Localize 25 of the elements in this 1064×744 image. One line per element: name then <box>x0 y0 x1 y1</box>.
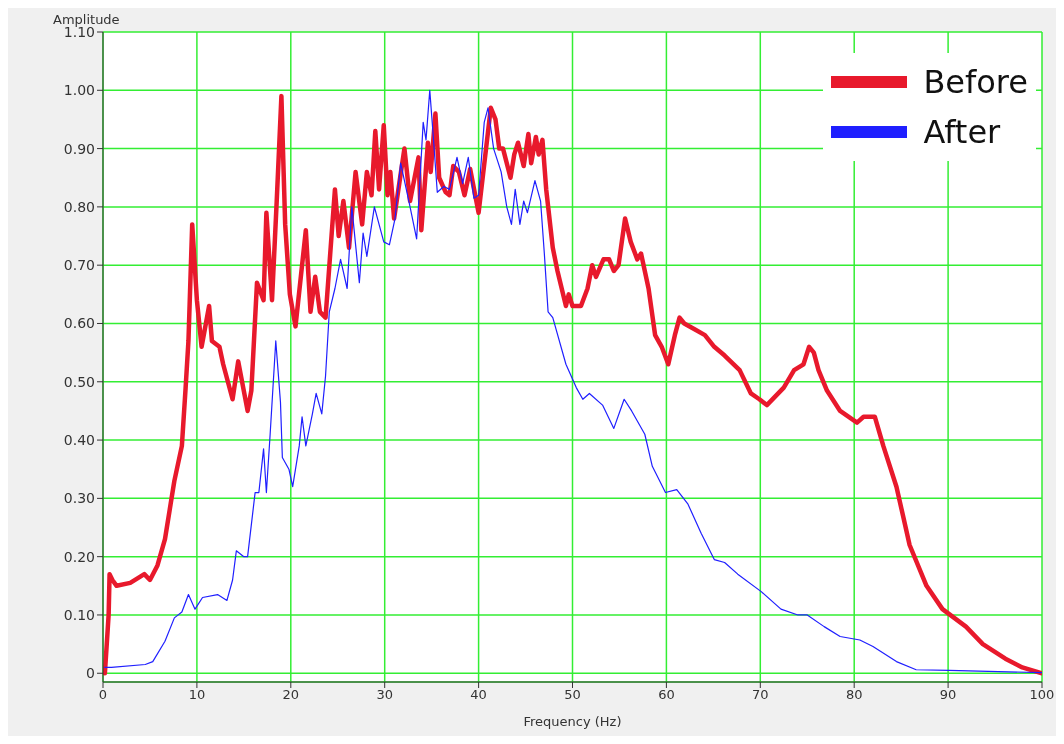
x-tick-label: 60 <box>658 687 675 703</box>
x-tick-label: 40 <box>470 687 487 703</box>
x-tick-label: 0 <box>98 687 108 703</box>
y-tick-label: 0.70 <box>63 257 95 274</box>
y-tick-label: 0.60 <box>63 315 95 332</box>
legend-label: After <box>923 113 1001 151</box>
x-tick-label: 80 <box>845 687 863 703</box>
y-tick-label: 0.10 <box>63 606 95 623</box>
y-tick-label: 0 <box>86 665 95 682</box>
y-tick-label: 0.20 <box>63 548 95 565</box>
x-tick-label: 50 <box>564 687 581 703</box>
y-tick-label: 1.00 <box>63 82 95 99</box>
y-tick-label: 0.90 <box>63 140 95 157</box>
x-axis-title: Frequency (Hz) <box>523 714 622 729</box>
y-tick-label: 0.40 <box>63 432 95 449</box>
x-tick-label: 20 <box>282 687 300 703</box>
x-tick-label: 70 <box>752 687 769 703</box>
y-tick-label: 0.50 <box>63 373 95 390</box>
x-tick-label: 100 <box>1029 687 1055 703</box>
x-tick-label: 30 <box>376 687 393 703</box>
y-tick-label: 0.80 <box>63 198 95 215</box>
y-tick-label: 0.30 <box>63 490 95 507</box>
x-tick-label: 10 <box>188 687 206 703</box>
legend-label: Before <box>923 63 1028 101</box>
x-tick-label: 90 <box>939 687 957 703</box>
